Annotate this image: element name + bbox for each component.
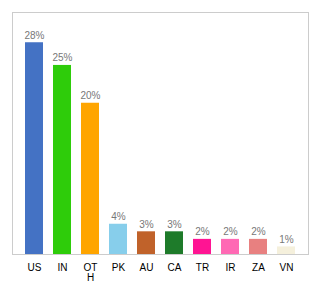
svg-text:2%: 2% (251, 226, 266, 237)
svg-text:IR: IR (226, 262, 236, 273)
svg-text:CA: CA (168, 262, 182, 273)
svg-text:25%: 25% (52, 52, 72, 63)
svg-text:VN: VN (280, 262, 294, 273)
svg-text:1%: 1% (279, 234, 294, 245)
svg-text:2%: 2% (223, 226, 238, 237)
svg-text:AU: AU (140, 262, 154, 273)
svg-text:PK: PK (112, 262, 126, 273)
svg-text:ZA: ZA (252, 262, 265, 273)
svg-text:US: US (28, 262, 42, 273)
svg-text:TR: TR (196, 262, 209, 273)
svg-text:2%: 2% (195, 226, 210, 237)
svg-text:IN: IN (58, 262, 68, 273)
svg-text:3%: 3% (167, 219, 182, 230)
svg-text:20%: 20% (80, 90, 100, 101)
svg-text:4%: 4% (111, 211, 126, 222)
svg-text:28%: 28% (24, 30, 44, 41)
svg-text:3%: 3% (139, 219, 154, 230)
svg-text:OTH: OTH (84, 262, 98, 283)
